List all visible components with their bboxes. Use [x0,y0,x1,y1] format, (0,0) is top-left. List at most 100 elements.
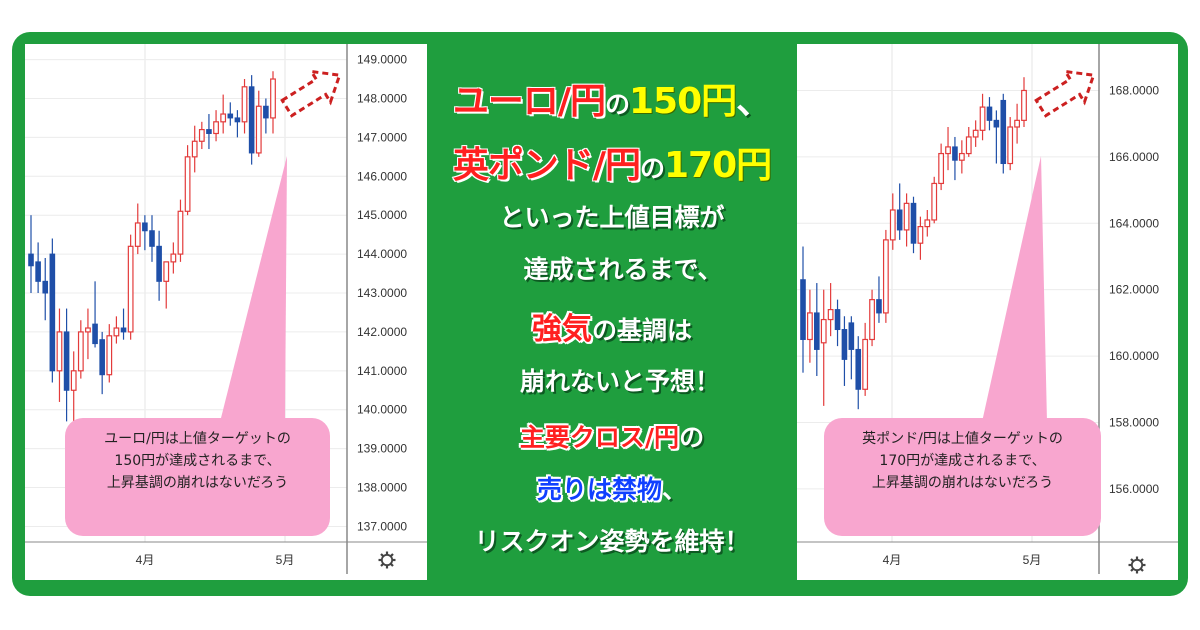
candle [965,127,972,157]
headline-particle: の [639,154,665,183]
headline-line-3: といった上値目標が [499,203,725,232]
candle-body-down [896,209,903,231]
y-tick-label: 140.0000 [357,403,407,417]
headline-line-1: ユーロ/円の150円、 [428,72,796,124]
y-tick-label: 149.0000 [357,53,407,67]
y-tick-label: 142.0000 [357,325,407,339]
candle-body-up [958,152,965,161]
candle [903,193,910,247]
candle-body-down [63,331,70,391]
candle-body-down [910,202,917,244]
headline-line-9: リスクオン姿勢を維持！ [474,527,750,556]
candle-body-up [827,309,834,321]
candle-body-up [184,156,191,212]
candle-body-up [1014,119,1020,128]
gear-icon[interactable] [1128,556,1146,574]
x-tick-label: 4月 [883,553,902,567]
headline-particle: の [604,90,630,119]
candle [134,203,141,255]
candle [191,125,198,173]
candle [1007,117,1014,171]
candle [1014,103,1020,144]
candle [882,229,889,323]
candle [869,289,875,347]
candle-body-up [106,335,113,376]
candle-body-up [882,239,889,314]
candle-body-up [77,331,84,372]
candle-body-down [1000,99,1007,165]
candle [184,145,191,216]
candle-body-up [241,86,248,123]
candle-body-down [227,113,234,119]
candle-body-up [255,105,262,154]
candle-body-down [142,222,148,232]
candle [834,299,841,347]
candle [49,238,56,383]
y-tick-label: 143.0000 [357,286,407,300]
headline-line-2: 英ポンド/円の170円 [428,136,796,188]
candle [924,210,931,237]
y-tick-label: 144.0000 [357,247,407,261]
candle-body-up [820,318,827,344]
headline-bullish: 強気 [531,312,592,347]
candle [35,242,41,293]
candle [931,176,938,224]
candle-body-down [149,230,155,247]
candle-body-down [263,105,269,119]
candle-body-down [28,253,34,267]
candle-body-up [56,331,63,372]
candle [85,308,91,360]
gbpjpy-callout: 英ポンド/円は上値ターゲットの 170円が達成されるまで、 上昇基調の崩れはない… [824,418,1101,536]
candle [1021,77,1027,127]
gear-icon[interactable] [378,551,396,569]
dashed-arrow-icon [1034,69,1096,118]
y-tick-label: 147.0000 [357,130,407,144]
candle [270,71,276,134]
candle [896,183,903,240]
headline-no-selling: 売りは禁物 [536,475,662,504]
candle-body-up [163,261,170,282]
candle [241,79,248,134]
candle [227,102,234,126]
candle [198,121,205,150]
candle-body-down [234,117,241,123]
candle-body-up [127,245,134,333]
candle [986,97,993,131]
y-tick-label: 145.0000 [357,208,407,222]
headline-line-7: 主要クロス/円の [428,418,796,454]
candle [42,257,49,321]
candle-body-up [807,312,813,341]
candle [910,196,917,254]
x-tick-label: 5月 [276,553,295,567]
candle [958,140,965,174]
candle [63,308,70,422]
headline-line-6: 崩れないと予想！ [519,367,720,396]
candle-body-up [270,78,276,119]
candle [917,216,924,260]
candle-body-down [800,279,806,340]
headline-gbpjpy: 英ポンド/円 [452,144,642,187]
candle-body-up [862,338,869,390]
y-tick-label: 138.0000 [357,481,407,495]
eurjpy-chart: 149.0000 148.0000 147.0000 146.0000 145.0000… [25,44,427,574]
candle-body-down [993,119,1000,128]
y-tick-label: 166.0000 [1109,150,1159,164]
candle [77,320,84,379]
candle [862,322,869,396]
candle-body-down [206,129,212,134]
y-tick-label: 137.0000 [357,519,407,533]
callout-line: 英ポンド/円は上値ターゲットの [862,431,1063,447]
candle [156,230,162,301]
eurjpy-callout: ユーロ/円は上値ターゲットの 150円が達成されるまで、 上昇基調の崩れはないだ… [65,418,330,536]
candle [106,324,113,383]
headline-particle: の [679,423,705,452]
candle [827,283,834,337]
eurjpy-chart-panel: 149.0000 148.0000 147.0000 146.0000 145.0000… [25,44,427,580]
candle [1000,93,1007,174]
candle [99,331,105,395]
candle-body-up [979,106,986,131]
headline-gbp-target: 170円 [664,145,772,186]
candle [213,110,219,142]
candle [993,110,1000,164]
candle-body-down [834,309,841,331]
